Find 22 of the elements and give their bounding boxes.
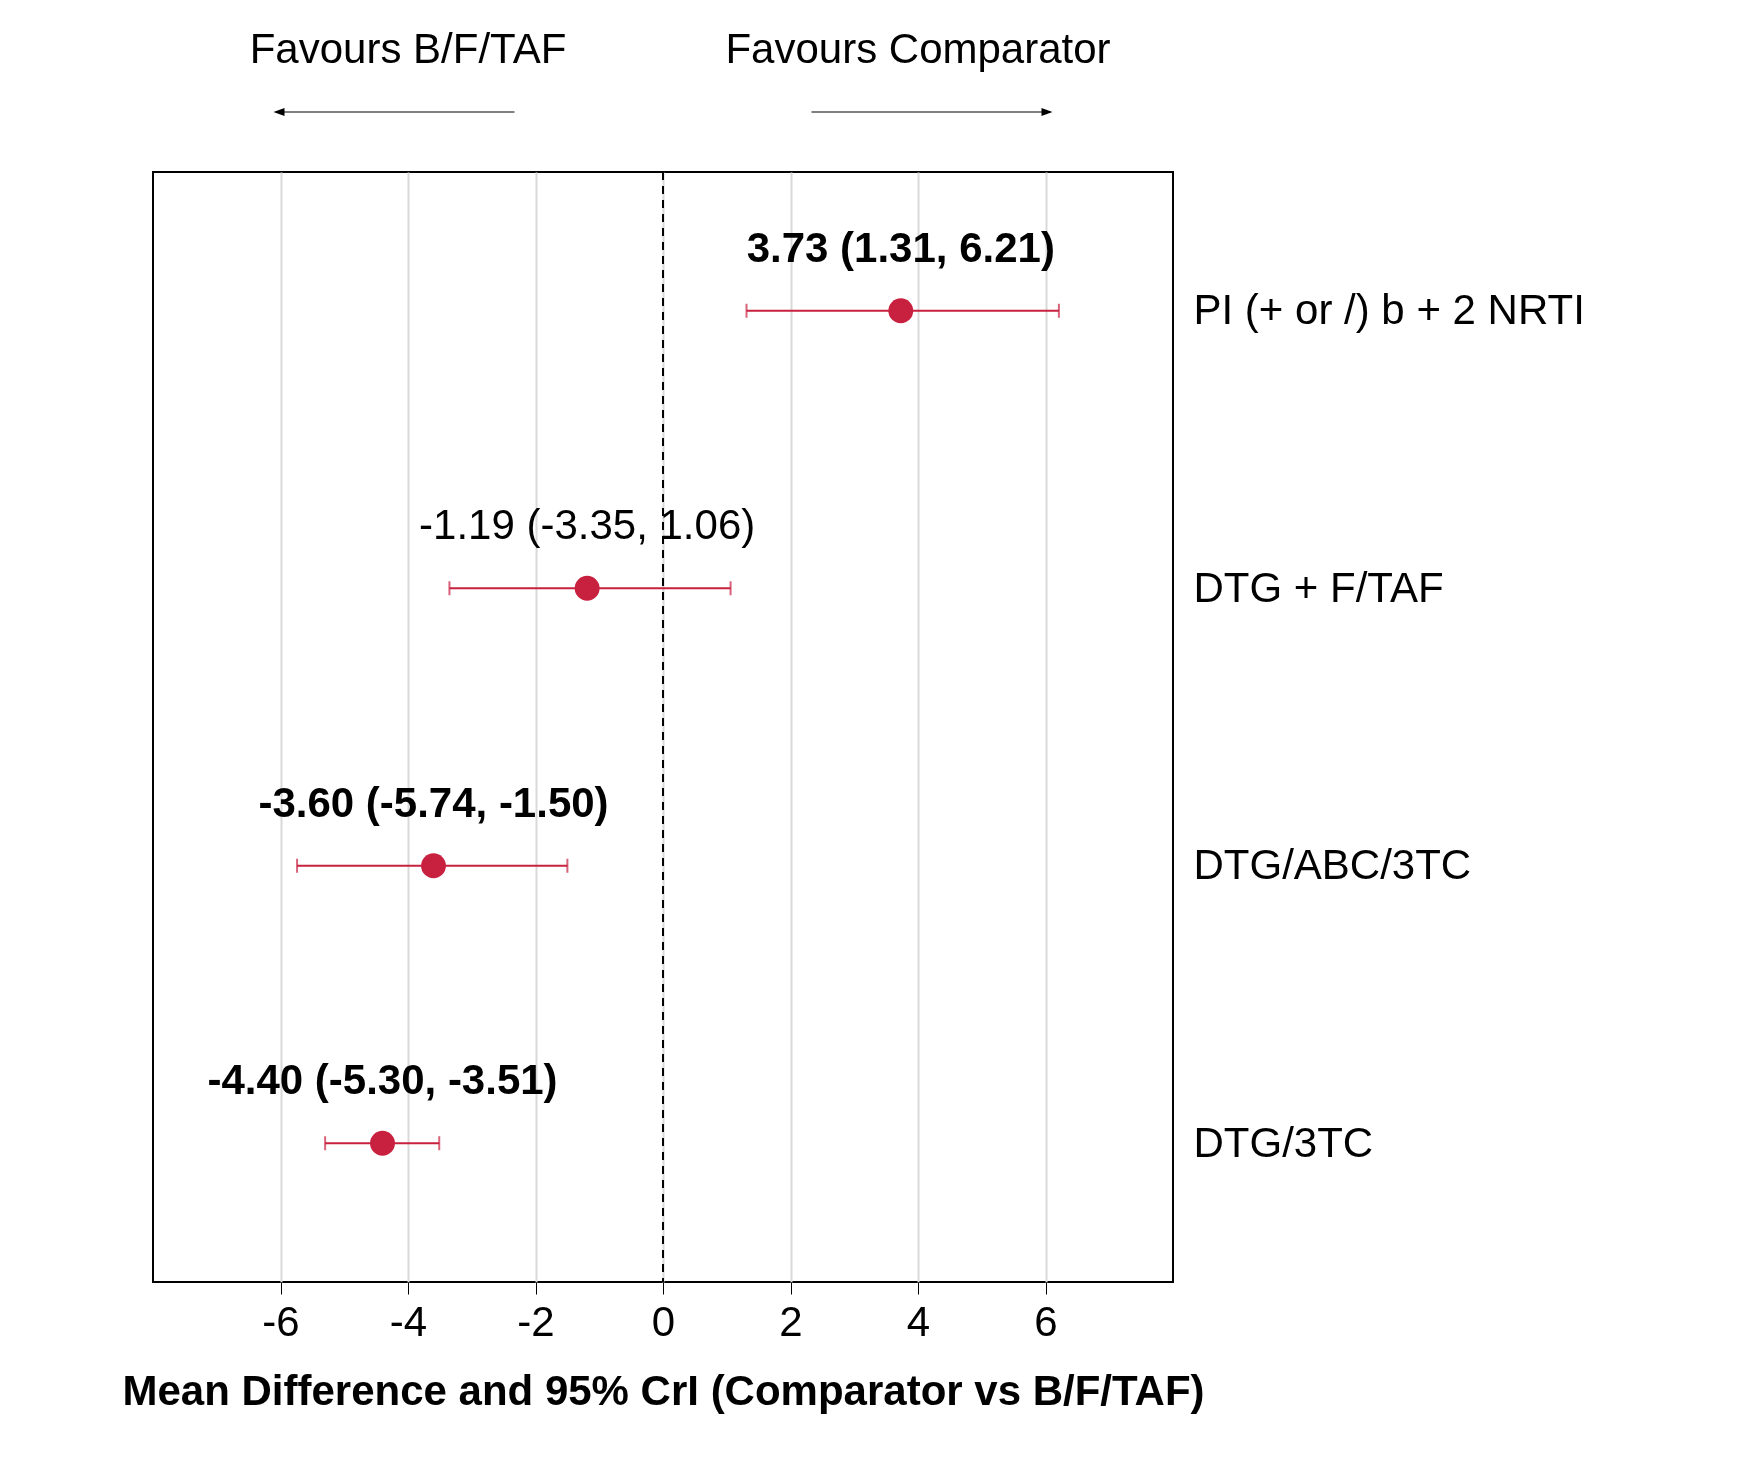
data-label: 3.73 (1.31, 6.21)	[746, 223, 1055, 271]
point	[421, 853, 446, 879]
x-tick-label: -4	[389, 1297, 428, 1345]
point	[888, 298, 914, 324]
y-tick-label: DTG/ABC/3TC	[1193, 841, 1472, 889]
x-tick-label: 2	[779, 1297, 803, 1345]
x-tick-label: -6	[262, 1297, 300, 1345]
y-tick-label: PI (+ or /) b + 2 NRTI	[1193, 286, 1585, 334]
y-tick-label: DTG + F/TAF	[1193, 563, 1444, 611]
x-tick-label: 0	[651, 1297, 676, 1345]
text: Favours Comparator	[725, 25, 1111, 72]
data-label: -4.40 (-5.30, -3.51)	[207, 1056, 558, 1104]
x-tick-label: 6	[1034, 1297, 1058, 1345]
x-tick-label: -2	[517, 1297, 555, 1345]
y-tick-label: DTG/3TC	[1193, 1118, 1374, 1166]
data-label: -3.60 (-5.74, -1.50)	[258, 778, 609, 826]
text: Favours B/F/TAF	[249, 25, 567, 72]
data-label: -1.19 (-3.35, 1.06)	[419, 501, 756, 549]
x-tick-label: 4	[906, 1297, 931, 1345]
point	[370, 1130, 395, 1156]
point	[574, 575, 600, 601]
x-axis-title: Mean Difference and 95% CrI (Comparator vs B/F/TAF)	[122, 1366, 1205, 1414]
